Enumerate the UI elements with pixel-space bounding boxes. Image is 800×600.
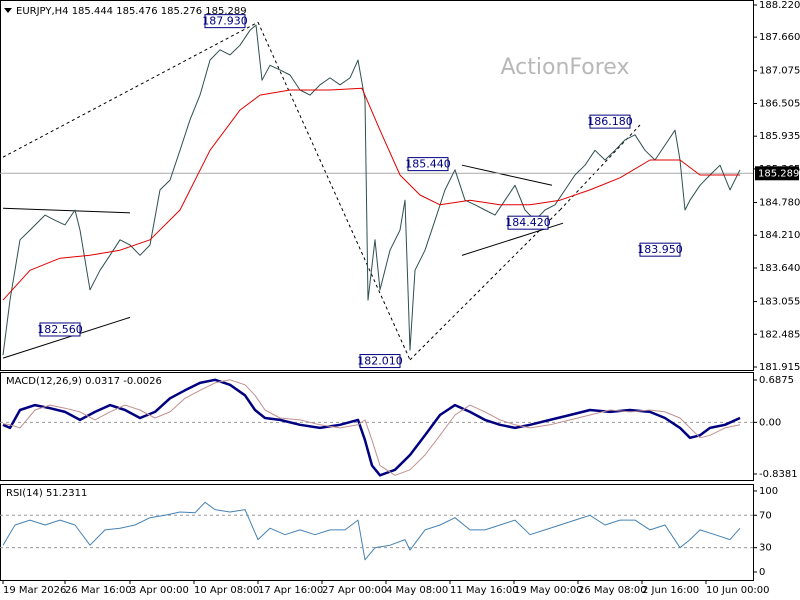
series-line: [2, 501, 741, 561]
trend-line: [461, 164, 553, 186]
x-tick-label: 11 May 16:00: [450, 585, 519, 596]
y-tick-label: 0: [759, 567, 765, 578]
watermark: ActionForex: [501, 55, 630, 80]
y-tick-label: 187.660: [759, 32, 800, 43]
y-tick-label: 30: [759, 543, 772, 554]
x-tick-label: 10 Jun 00:00: [706, 585, 770, 596]
price-label-box: [39, 322, 81, 337]
price-label: 184.420: [505, 216, 551, 229]
macd-title: MACD(12,26,9) 0.0317 -0.0026: [6, 376, 162, 387]
trend-line: [2, 316, 131, 359]
x-tick-label: 19 May 00:00: [514, 585, 583, 596]
trend-line: [257, 22, 411, 361]
price-label-box: [407, 157, 449, 172]
trend-line: [2, 207, 131, 214]
price-label-box: [507, 215, 549, 230]
y-tick-label: 185.935: [759, 131, 800, 142]
last-price-box: [755, 166, 799, 181]
price-label: 185.440: [405, 158, 451, 171]
y-tick-label: 70: [759, 510, 772, 521]
price-label: 182.010: [357, 355, 403, 368]
y-tick-label: 181.915: [759, 362, 800, 373]
trend-line: [2, 21, 259, 158]
x-tick-label: 4 May 08:00: [386, 585, 448, 596]
last-price-label: 185.289: [758, 168, 799, 179]
x-tick-label: 26 Mar 16:00: [65, 585, 132, 596]
price-label: 183.950: [637, 243, 683, 256]
series-line: [2, 379, 741, 476]
y-tick-label: 186.505: [759, 98, 800, 109]
price-label: 182.560: [37, 323, 83, 336]
series-line: [2, 378, 741, 477]
price-label-box: [639, 242, 681, 257]
series-line: [2, 24, 741, 356]
price-label-box: [589, 114, 631, 129]
y-tick-label: 184.780: [759, 198, 800, 209]
rsi-panel: [0, 484, 754, 581]
x-tick-label: 3 Apr 00:00: [130, 585, 189, 596]
y-tick-label: 0.00: [759, 417, 781, 428]
y-tick-label: 188.220: [759, 0, 800, 11]
chart-title: EURJPY,H4 185.444 185.476 185.276 185.28…: [16, 6, 247, 17]
x-tick-label: 19 Mar 2026: [3, 585, 66, 596]
x-tick-label: 2 Jun 16:00: [642, 585, 699, 596]
y-tick-label: -0.8381: [759, 469, 798, 480]
price-label-box: [359, 354, 401, 369]
rsi-title: RSI(14) 51.2311: [6, 488, 87, 499]
series-line: [2, 87, 740, 301]
y-tick-label: 187.075: [759, 66, 800, 77]
y-tick-label: 0.6875: [759, 375, 794, 386]
price-label-box: [204, 14, 246, 29]
x-tick-label: 10 Apr 08:00: [194, 585, 259, 596]
price-label: 187.930: [202, 15, 248, 28]
price-panel: [0, 0, 754, 371]
y-tick-label: 100: [759, 486, 778, 497]
y-tick-label: 184.210: [759, 230, 800, 241]
trend-line: [409, 209, 561, 361]
menu-triangle: [4, 8, 12, 13]
x-tick-label: 17 Apr 16:00: [258, 585, 323, 596]
y-tick-label: 183.640: [759, 263, 800, 274]
x-tick-label: 26 May 08:00: [578, 585, 647, 596]
price-label: 186.180: [587, 115, 633, 128]
x-tick-label: 27 Apr 00:00: [322, 585, 387, 596]
macd-panel: [0, 372, 754, 481]
y-tick-label: 183.055: [759, 297, 800, 308]
y-tick-label: 182.485: [759, 329, 800, 340]
